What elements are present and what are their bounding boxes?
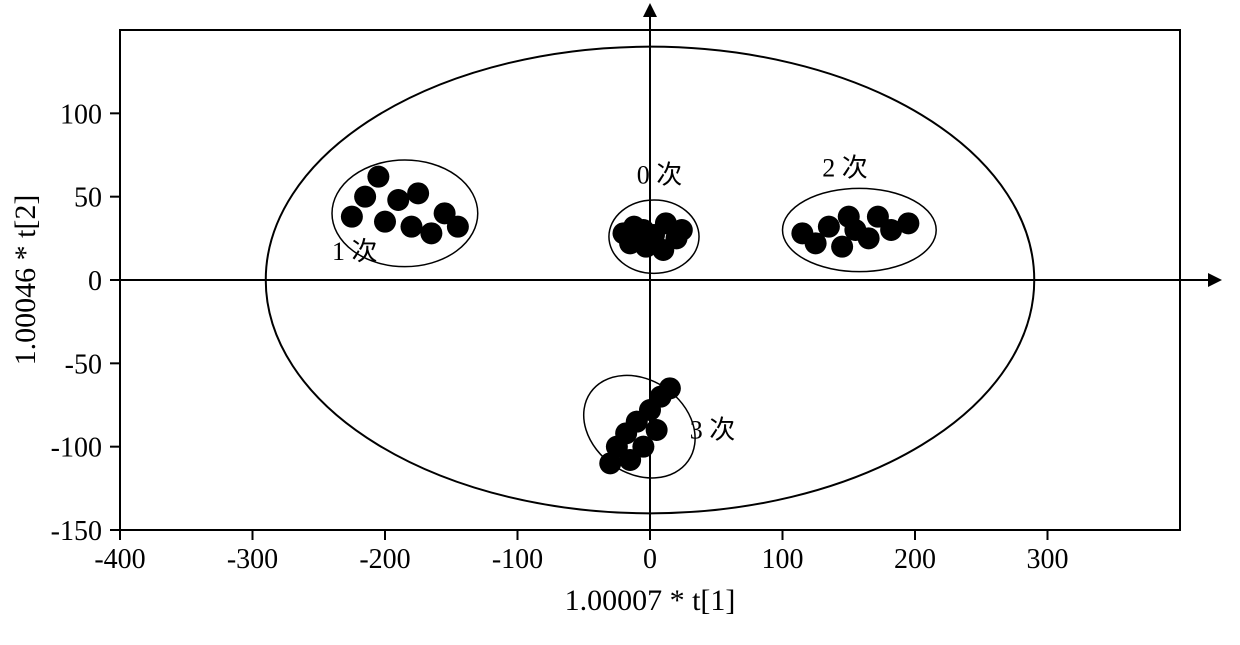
data-point	[897, 212, 919, 234]
x-tick-label: -100	[492, 544, 543, 575]
x-tick-label: -300	[227, 544, 278, 575]
data-point	[619, 449, 641, 471]
x-tick-label: 0	[643, 544, 657, 575]
y-tick-label: 100	[60, 99, 102, 130]
cluster-label: 1 次	[332, 237, 378, 266]
y-tick-label: -100	[51, 433, 102, 464]
x-tick-label: 100	[762, 544, 804, 575]
data-point	[838, 206, 860, 228]
data-point	[420, 222, 442, 244]
x-axis-title: 1.00007 * t[1]	[565, 584, 736, 617]
data-point	[652, 239, 674, 261]
score-plot: -400 -300 -200 -100 0 100 200 300 -150 -100 -50 0 50…	[0, 0, 1240, 645]
cluster-label: 3 次	[690, 415, 736, 444]
data-point	[407, 182, 429, 204]
data-point	[401, 216, 423, 238]
data-point	[646, 419, 668, 441]
x-tick-label: 300	[1027, 544, 1069, 575]
data-point	[858, 227, 880, 249]
y-tick-label: -150	[51, 516, 102, 547]
y-tick-label: 0	[88, 266, 102, 297]
x-tick-label: 200	[894, 544, 936, 575]
y-tick-label: 50	[74, 183, 102, 214]
cluster-label: 0 次	[637, 160, 683, 189]
cluster-label: 2 次	[822, 154, 868, 183]
y-tick-label: -50	[65, 349, 102, 380]
y-axis-title: 1.00046 * t[2]	[9, 195, 42, 366]
data-point	[818, 216, 840, 238]
data-point	[659, 377, 681, 399]
data-point	[619, 232, 641, 254]
x-tick-label: -200	[359, 544, 410, 575]
data-point	[671, 219, 693, 241]
data-point	[354, 186, 376, 208]
data-point	[367, 166, 389, 188]
x-tick-label: -400	[94, 544, 145, 575]
data-point	[387, 189, 409, 211]
data-point	[341, 206, 363, 228]
data-point	[374, 211, 396, 233]
data-point	[447, 216, 469, 238]
